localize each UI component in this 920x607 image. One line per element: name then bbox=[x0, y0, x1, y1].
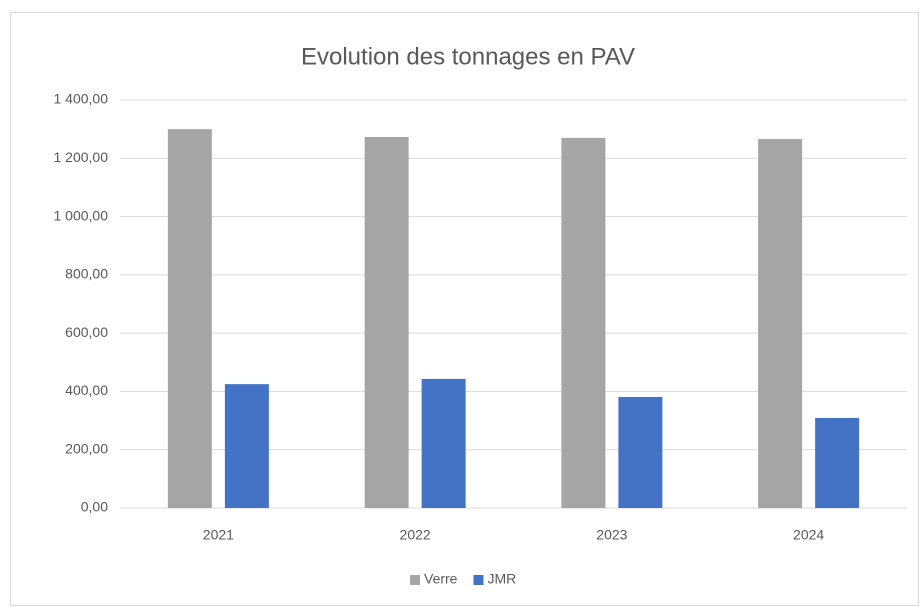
y-tick-label: 0,00 bbox=[81, 499, 108, 515]
y-tick-label: 1 200,00 bbox=[54, 149, 109, 165]
x-tick-label: 2023 bbox=[596, 527, 627, 543]
bar bbox=[561, 137, 606, 508]
y-tick-label: 200,00 bbox=[65, 440, 108, 456]
chart-title: Evolution des tonnages en PAV bbox=[301, 43, 635, 70]
bar bbox=[364, 137, 409, 509]
bar bbox=[618, 396, 663, 508]
y-tick-label: 1 400,00 bbox=[54, 91, 109, 107]
y-tick-label: 800,00 bbox=[65, 266, 108, 282]
y-tick-label: 600,00 bbox=[65, 324, 108, 340]
legend-label: Verre bbox=[424, 571, 458, 587]
x-tick-label: 2021 bbox=[203, 527, 234, 543]
legend-swatch bbox=[410, 575, 420, 585]
y-tick-label: 1 000,00 bbox=[54, 207, 109, 223]
y-tick-label: 400,00 bbox=[65, 382, 108, 398]
x-tick-label: 2022 bbox=[400, 527, 431, 543]
legend-swatch bbox=[473, 575, 484, 585]
bar bbox=[815, 417, 860, 508]
bar bbox=[758, 139, 803, 508]
legend-label: JMR bbox=[487, 571, 516, 587]
x-tick-label: 2024 bbox=[793, 527, 824, 543]
bar bbox=[167, 129, 212, 508]
bar bbox=[421, 378, 466, 508]
bar bbox=[224, 384, 269, 508]
